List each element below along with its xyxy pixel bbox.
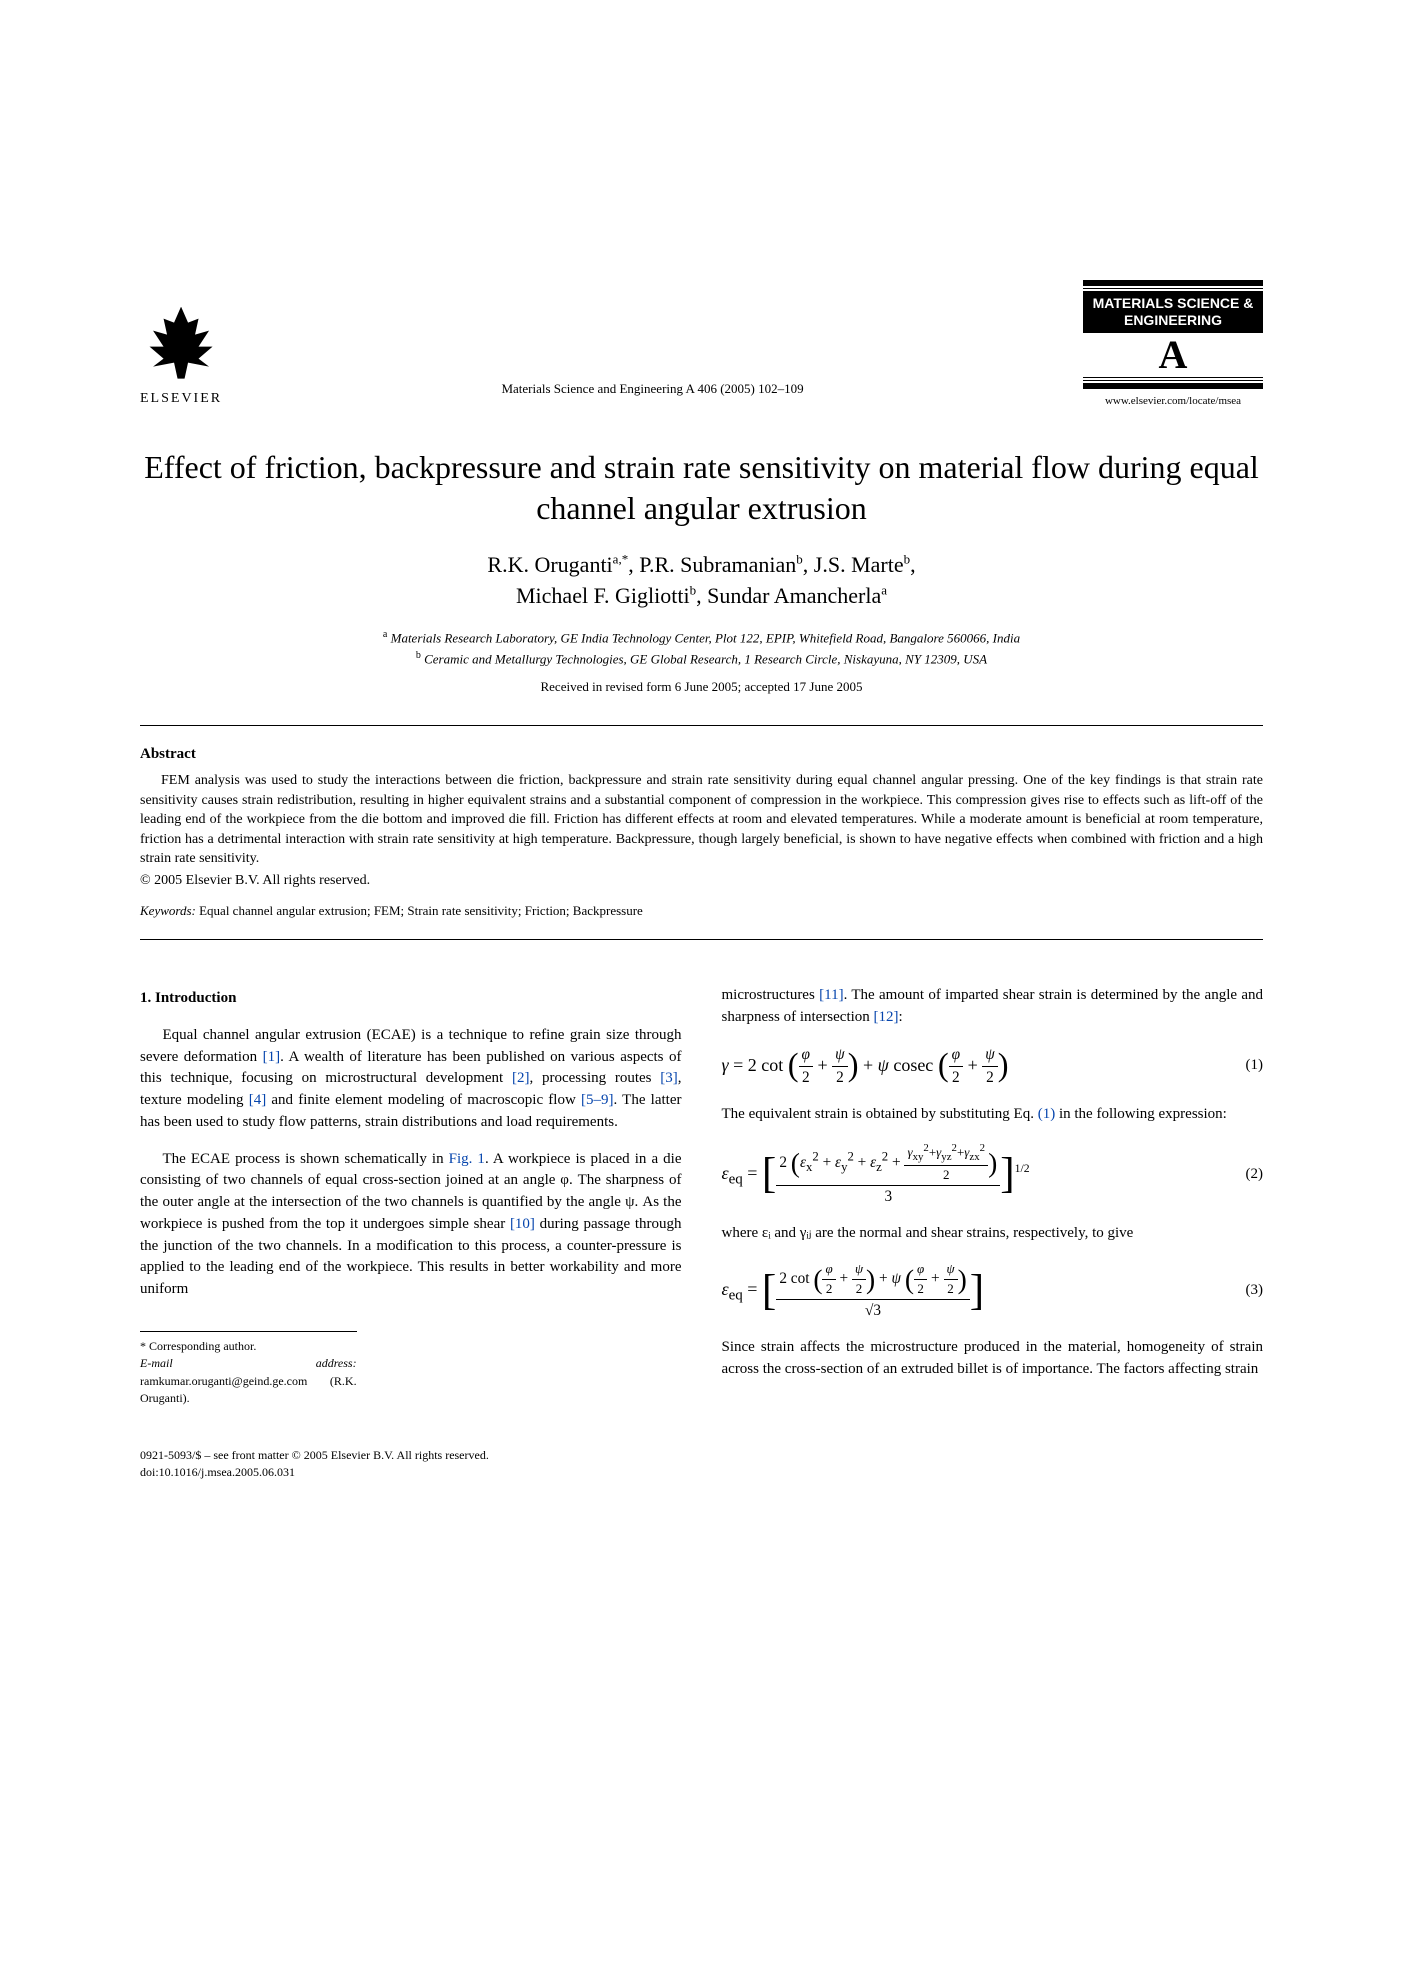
- column-left: 1. Introduction Equal channel angular ex…: [140, 970, 682, 1407]
- journal-logo-bars: [1083, 280, 1263, 291]
- journal-reference: Materials Science and Engineering A 406 …: [222, 381, 1083, 407]
- col1-p1e: and finite element modeling of macroscop…: [266, 1092, 581, 1108]
- keywords: Keywords: Equal channel angular extrusio…: [140, 903, 1263, 919]
- section-1-heading: 1. Introduction: [140, 988, 682, 1010]
- affil-a: Materials Research Laboratory, GE India …: [387, 631, 1020, 646]
- col2-p2a: The equivalent strain is obtained by sub…: [722, 1106, 1038, 1122]
- header-row: ELSEVIER Materials Science and Engineeri…: [140, 280, 1263, 407]
- author-1: R.K. Oruganti: [487, 552, 612, 577]
- fig-1-link[interactable]: Fig. 1: [449, 1151, 485, 1167]
- author-5-sup: a: [881, 582, 887, 597]
- author-4: Michael F. Gigliotti: [516, 583, 690, 608]
- col1-p1c: , processing routes: [529, 1070, 660, 1086]
- footer-doi: doi:10.1016/j.msea.2005.06.031: [140, 1464, 1263, 1481]
- authors: R.K. Orugantia,*, P.R. Subramanianb, J.S…: [140, 550, 1263, 612]
- body-columns: 1. Introduction Equal channel angular ex…: [140, 970, 1263, 1407]
- article-title: Effect of friction, backpressure and str…: [140, 447, 1263, 530]
- corresponding-author-note: * Corresponding author.: [140, 1338, 357, 1355]
- abstract-copyright: © 2005 Elsevier B.V. All rights reserved…: [140, 873, 1263, 889]
- divider-1: [140, 725, 1263, 726]
- keywords-label: Keywords:: [140, 903, 196, 918]
- ref-10-link[interactable]: [10]: [510, 1216, 535, 1232]
- col1-para-2: The ECAE process is shown schematically …: [140, 1149, 682, 1301]
- email-label: E-mail address:: [140, 1356, 357, 1370]
- col2-para-2: The equivalent strain is obtained by sub…: [722, 1104, 1264, 1126]
- equation-2-row: εeq = [2 (εx2 + εy2 + εz2 + γxy2+γyz2+γz…: [722, 1141, 1264, 1209]
- journal-logo-letter: A: [1159, 335, 1188, 375]
- ref-2-link[interactable]: [2]: [512, 1070, 530, 1086]
- elsevier-tree-icon: [146, 307, 216, 387]
- col2-para-3: where εᵢ and γᵢⱼ are the normal and shea…: [722, 1223, 1264, 1245]
- author-3: , J.S. Marte: [803, 552, 904, 577]
- author-1-sup: a,*: [613, 551, 629, 566]
- journal-logo-title: MATERIALS SCIENCE & ENGINEERING: [1083, 291, 1263, 333]
- equation-3: εeq = [2 cot (φ2 + ψ2) + ψ (φ2 + ψ2)√3]: [722, 1260, 985, 1322]
- ref-3-link[interactable]: [3]: [660, 1070, 678, 1086]
- article-dates: Received in revised form 6 June 2005; ac…: [140, 679, 1263, 695]
- page-container: ELSEVIER Materials Science and Engineeri…: [0, 0, 1403, 1561]
- publisher-logo: ELSEVIER: [140, 307, 222, 407]
- ref-4-link[interactable]: [4]: [249, 1092, 267, 1108]
- equation-2-number: (2): [1246, 1164, 1264, 1186]
- ref-5-9-link[interactable]: [5–9]: [581, 1092, 614, 1108]
- affil-b: Ceramic and Metallurgy Technologies, GE …: [421, 652, 987, 667]
- col1-p2a: The ECAE process is shown schematically …: [163, 1151, 449, 1167]
- journal-logo-bars-bottom: [1083, 377, 1263, 391]
- col2-p2b: in the following expression:: [1055, 1106, 1227, 1122]
- author-2: , P.R. Subramanian: [628, 552, 796, 577]
- eq-1-link[interactable]: (1): [1038, 1106, 1056, 1122]
- col2-para-1: microstructures [11]. The amount of impa…: [722, 985, 1264, 1029]
- abstract-heading: Abstract: [140, 746, 1263, 763]
- col2-para-4: Since strain affects the microstructure …: [722, 1337, 1264, 1381]
- ref-1-link[interactable]: [1]: [263, 1049, 281, 1065]
- abstract-body: FEM analysis was used to study the inter…: [140, 771, 1263, 869]
- email-address: ramkumar.oruganti@geind.ge.com (R.K. Oru…: [140, 1374, 357, 1405]
- keywords-text: Equal channel angular extrusion; FEM; St…: [196, 903, 643, 918]
- equation-1-number: (1): [1246, 1055, 1264, 1077]
- publisher-name: ELSEVIER: [140, 391, 222, 407]
- ref-11-link[interactable]: [11]: [819, 987, 843, 1003]
- equation-3-number: (3): [1246, 1280, 1264, 1302]
- email-line: E-mail address: ramkumar.oruganti@geind.…: [140, 1355, 357, 1407]
- column-right: microstructures [11]. The amount of impa…: [722, 970, 1264, 1407]
- column-footnotes: * Corresponding author. E-mail address: …: [140, 1331, 357, 1408]
- affiliations: a Materials Research Laboratory, GE Indi…: [140, 627, 1263, 669]
- journal-logo: MATERIALS SCIENCE & ENGINEERING A www.el…: [1083, 280, 1263, 407]
- journal-url: www.elsevier.com/locate/msea: [1105, 395, 1241, 407]
- footer-copyright: 0921-5093/$ – see front matter © 2005 El…: [140, 1447, 1263, 1464]
- col2-p1c: :: [899, 1009, 903, 1025]
- col1-para-1: Equal channel angular extrusion (ECAE) i…: [140, 1025, 682, 1134]
- divider-2: [140, 939, 1263, 940]
- equation-2: εeq = [2 (εx2 + εy2 + εz2 + γxy2+γyz2+γz…: [722, 1141, 1030, 1209]
- equation-3-row: εeq = [2 cot (φ2 + ψ2) + ψ (φ2 + ψ2)√3] …: [722, 1260, 1264, 1322]
- ref-12-link[interactable]: [12]: [874, 1009, 899, 1025]
- col2-p1a: microstructures: [722, 987, 820, 1003]
- equation-1: γ = 2 cot (φ2 + ψ2) + ψ cosec (φ2 + ψ2): [722, 1044, 1009, 1089]
- equation-1-row: γ = 2 cot (φ2 + ψ2) + ψ cosec (φ2 + ψ2) …: [722, 1044, 1264, 1089]
- footer: 0921-5093/$ – see front matter © 2005 El…: [140, 1447, 1263, 1481]
- author-comma: ,: [910, 552, 916, 577]
- author-5: , Sundar Amancherla: [696, 583, 881, 608]
